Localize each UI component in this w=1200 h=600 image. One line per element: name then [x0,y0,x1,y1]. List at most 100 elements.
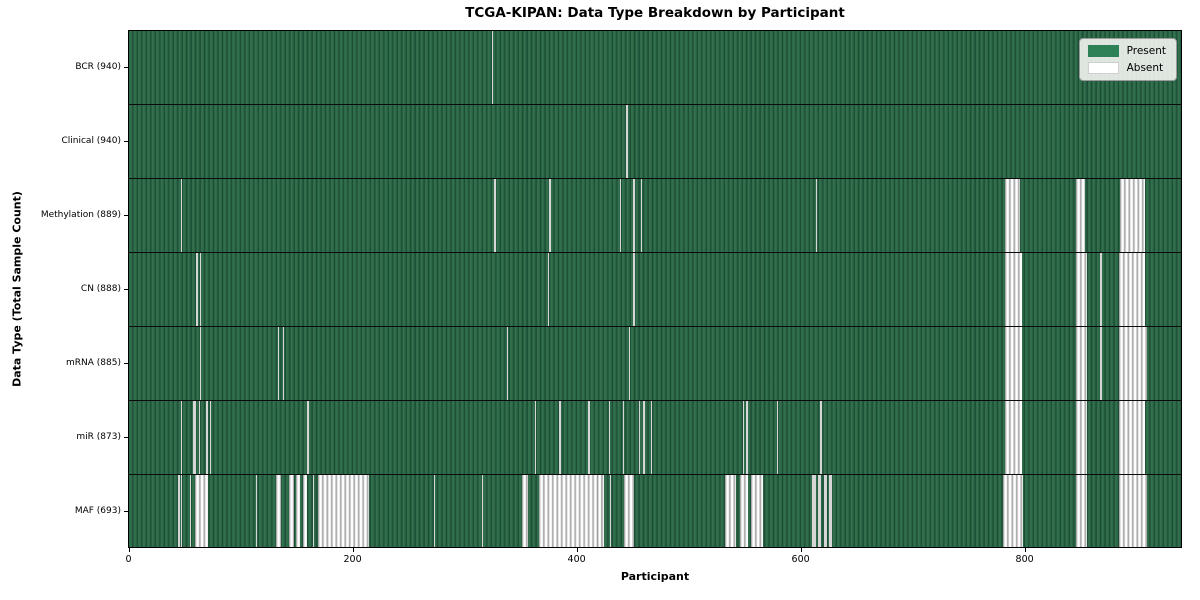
absent-stripe [643,400,645,474]
y-tick-mark [124,215,128,216]
y-tick-mark [124,141,128,142]
row-separator [128,177,1182,179]
absent-stripe [1100,252,1102,326]
absent-stripe [539,474,604,548]
y-tick-mark [124,437,128,438]
absent-stripe [1120,178,1145,252]
absent-stripe [820,400,822,474]
absent-stripe [481,474,484,548]
row-maf [128,474,1182,548]
absent-stripe [626,104,628,178]
absent-stripe [178,474,180,548]
absent-stripe [651,400,653,474]
y-tick-label: CN (888) [80,284,121,294]
legend-swatch-absent [1087,62,1119,74]
absent-stripe [195,474,209,548]
x-tick-mark [1024,548,1026,552]
y-tick-mark [124,363,128,364]
absent-stripe [522,474,528,548]
absent-stripe [750,474,763,548]
absent-stripe [1119,400,1145,474]
absent-stripe [1075,178,1086,252]
absent-stripe [189,474,191,548]
absent-stripe [608,400,610,474]
absent-stripe [534,400,536,474]
row-separator [128,473,1182,475]
y-tick-label: mRNA (885) [66,358,121,368]
absent-stripe [180,474,183,548]
legend: Present Absent [1078,38,1177,81]
absent-stripe [433,474,436,548]
absent-stripe [815,178,818,252]
absent-stripe [746,400,748,474]
absent-stripe [609,474,612,548]
absent-stripe [1075,400,1087,474]
absent-stripe [494,178,496,252]
legend-entry: Absent [1087,62,1166,74]
row-separator [128,103,1182,105]
absent-stripe [633,178,635,252]
absent-stripe [1005,252,1022,326]
absent-stripe [1005,400,1022,474]
absent-stripe [1100,326,1102,400]
absent-stripe [318,474,369,548]
absent-stripe [1002,474,1023,548]
x-axis-label: Participant [620,570,690,583]
y-tick-mark [124,289,128,290]
x-tick-mark [352,548,354,552]
y-tick-label: MAF (693) [74,506,121,516]
absent-stripe [628,326,631,400]
y-axis-tick-labels: BCR (940) Clinical (940) Methylation (889)… [0,30,121,548]
absent-stripe [275,474,282,548]
absent-stripe [1119,252,1145,326]
absent-stripe [506,326,508,400]
y-tick-label: Methylation (889) [40,210,121,220]
x-tick-mark [576,548,578,552]
absent-stripe [492,30,494,104]
absent-stripe [307,400,309,474]
row-bcr [128,30,1182,104]
x-tick-mark [800,548,802,552]
absent-stripe [725,474,736,548]
row-clinical [128,104,1182,178]
y-tick-label: miR (873) [76,432,121,442]
y-tick-label: Clinical (940) [61,136,121,146]
absent-stripe [548,252,550,326]
absent-stripe [624,474,635,548]
absent-stripe [196,252,198,326]
absent-stripe [1119,326,1148,400]
row-separator [128,325,1182,327]
absent-stripe [739,474,749,548]
absent-stripe [255,474,258,548]
absent-stripe [588,400,590,474]
absent-stripe [198,400,200,474]
absent-stripe [302,474,307,548]
row-methylation [128,178,1182,252]
legend-entry: Present [1087,45,1166,57]
absent-stripe [829,474,833,548]
x-tick-label: 200 [343,554,362,565]
row-cn [128,252,1182,326]
x-tick-label: 800 [1015,554,1034,565]
absent-stripe [278,326,280,400]
absent-stripe [1075,252,1087,326]
y-tick-mark [124,511,128,512]
absent-stripe [199,326,202,400]
legend-label: Absent [1126,62,1164,74]
absent-stripe [623,400,625,474]
absent-stripe [180,400,183,474]
x-tick-label: 0 [125,554,132,565]
absent-stripe [282,326,284,400]
absent-stripe [180,178,183,252]
absent-stripe [1075,474,1087,548]
absent-stripe [776,400,778,474]
plot-area: Present Absent [128,30,1182,548]
absent-stripe [1119,474,1148,548]
row-separator [128,251,1182,253]
x-tick-mark [128,548,130,552]
absent-stripe [812,474,816,548]
legend-swatch-present [1087,45,1119,57]
absent-stripe [1005,178,1021,252]
absent-stripe [742,400,745,474]
